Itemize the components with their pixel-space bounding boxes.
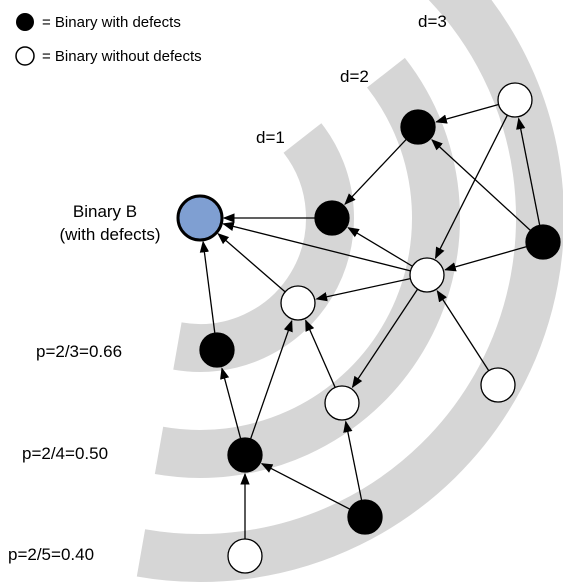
edge (431, 139, 531, 231)
legend-text: = Binary without defects (42, 48, 202, 65)
edge (344, 138, 407, 206)
edge (305, 319, 336, 388)
target-node (176, 194, 224, 242)
edge (516, 117, 541, 226)
edge (315, 277, 411, 302)
distance-label: d=2 (340, 67, 369, 86)
edge (444, 246, 527, 272)
probability-label: p=2/4=0.50 (22, 444, 108, 463)
target-label: (with defects) (59, 225, 160, 244)
binary-node (525, 224, 561, 260)
binary-node (347, 499, 383, 535)
legend-dot-defect (16, 13, 34, 31)
edge (199, 240, 216, 334)
edge (217, 232, 286, 293)
edge (343, 420, 363, 501)
distance-label: d=3 (418, 12, 447, 31)
edge (436, 289, 490, 372)
binary-node (497, 82, 533, 118)
edge (435, 103, 499, 124)
binary-node (480, 367, 516, 403)
edges (199, 103, 541, 539)
edge (249, 319, 293, 440)
binary-node (400, 109, 436, 145)
binary-node (280, 285, 316, 321)
edge (434, 114, 508, 260)
binary-node (199, 332, 235, 368)
binary-node (227, 437, 263, 473)
edge (351, 288, 419, 389)
binary-node (409, 257, 445, 293)
edge (220, 367, 242, 439)
probability-label: p=2/3=0.66 (36, 342, 122, 361)
target-label: Binary B (73, 202, 137, 221)
distance-label: d=1 (256, 128, 285, 147)
legend-dot-clean (15, 46, 35, 66)
legend-text: = Binary with defects (42, 14, 181, 31)
binary-node (324, 385, 360, 421)
probability-label: p=2/5=0.40 (8, 545, 94, 564)
binary-node (314, 200, 350, 236)
edge (347, 227, 413, 267)
edge (260, 463, 351, 510)
nodes (176, 82, 561, 574)
edge (222, 221, 411, 272)
binary-node (227, 538, 263, 574)
